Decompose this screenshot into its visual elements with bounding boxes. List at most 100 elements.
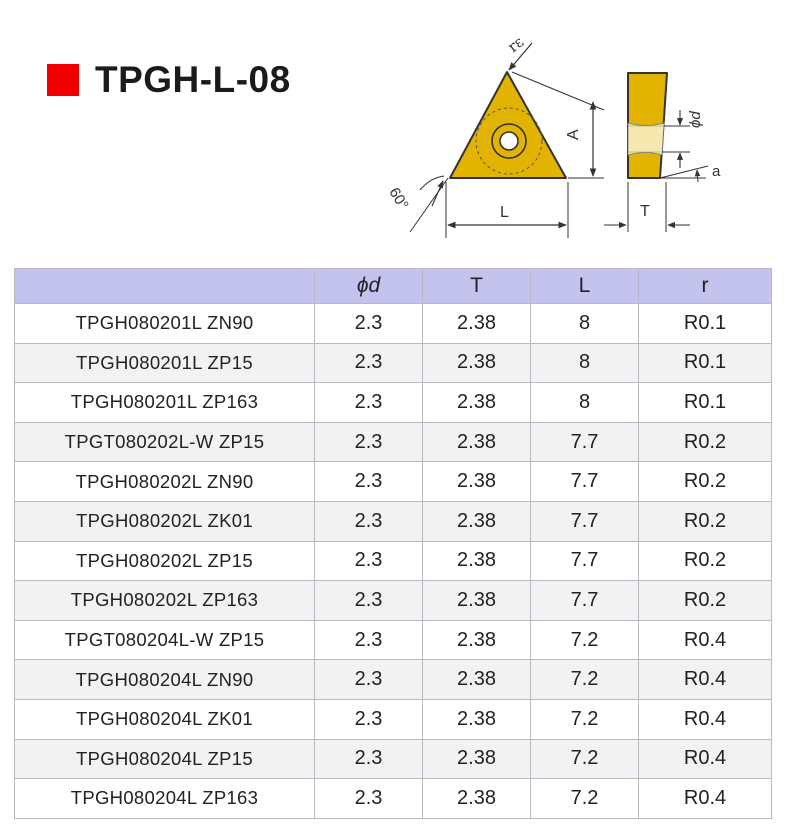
cell-hole-diameter: 2.3 xyxy=(314,303,423,344)
mounting-hole-inner xyxy=(499,131,519,151)
insert-top-view xyxy=(449,71,567,179)
table-body: TPGH080201L ZN90 2.3 2.38 8 R0.1 TPGH080201L … xyxy=(14,303,772,819)
header-d-label: ϕd xyxy=(356,274,381,297)
cell-model: TPGH080204L ZK01 xyxy=(14,698,315,740)
header-model xyxy=(14,268,315,304)
cell-length: 7.2 xyxy=(530,619,639,661)
cell-radius: R0.4 xyxy=(638,698,772,740)
table-row: TPGT080202L-W ZP15 2.3 2.38 7.7 R0.2 xyxy=(14,421,772,463)
cell-length: 8 xyxy=(530,303,639,344)
header-radius: r xyxy=(638,268,772,304)
cell-model: TPGH080201L ZP15 xyxy=(14,342,315,384)
inscribed-circle xyxy=(475,107,543,175)
cell-radius: R0.2 xyxy=(638,500,772,542)
cell-hole-diameter: 2.3 xyxy=(314,698,423,740)
cell-thickness: 2.38 xyxy=(422,382,531,423)
cell-length: 7.7 xyxy=(530,421,639,463)
cell-model: TPGH080202L ZP163 xyxy=(14,580,315,621)
spec-table: ϕd T L r TPGH080201L ZN90 2.3 2.38 8 R0.1 TPG… xyxy=(14,268,772,819)
cell-model: TPGH080201L ZP163 xyxy=(14,382,315,423)
header-hole-diameter: ϕd xyxy=(314,268,423,304)
cell-length: 7.2 xyxy=(530,659,639,700)
table-row: TPGH080204L ZK01 2.3 2.38 7.2 R0.4 xyxy=(14,698,772,740)
thickness-label: T xyxy=(640,203,650,220)
cell-radius: R0.1 xyxy=(638,342,772,384)
table-header-row: ϕd T L r xyxy=(14,268,772,304)
cell-model: TPGH080204L ZN90 xyxy=(14,659,315,700)
cell-hole-diameter: 2.3 xyxy=(314,382,423,423)
cell-radius: R0.2 xyxy=(638,540,772,582)
cell-hole-diameter: 2.3 xyxy=(314,540,423,582)
cell-radius: R0.2 xyxy=(638,421,772,463)
cell-radius: R0.1 xyxy=(638,303,772,344)
table-row: TPGH080204L ZP15 2.3 2.38 7.2 R0.4 xyxy=(14,738,772,780)
insert-diagram: rε A L 60° ϕd a T xyxy=(385,33,721,238)
cell-length: 7.7 xyxy=(530,540,639,582)
table-row: TPGT080204L-W ZP15 2.3 2.38 7.2 R0.4 xyxy=(14,619,772,661)
cell-model: TPGH080204L ZP163 xyxy=(14,778,315,819)
cell-radius: R0.4 xyxy=(638,778,772,819)
cell-thickness: 2.38 xyxy=(422,461,531,502)
cell-radius: R0.1 xyxy=(638,382,772,423)
cell-thickness: 2.38 xyxy=(422,580,531,621)
angle-label: 60° xyxy=(385,185,411,213)
cell-hole-diameter: 2.3 xyxy=(314,619,423,661)
cell-model: TPGH080204L ZP15 xyxy=(14,738,315,780)
cell-hole-diameter: 2.3 xyxy=(314,738,423,780)
table-row: TPGH080201L ZN90 2.3 2.38 8 R0.1 xyxy=(14,303,772,344)
table-row: TPGH080201L ZP163 2.3 2.38 8 R0.1 xyxy=(14,382,772,423)
cell-length: 8 xyxy=(530,342,639,384)
cell-hole-diameter: 2.3 xyxy=(314,580,423,621)
cell-hole-diameter: 2.3 xyxy=(314,778,423,819)
cell-length: 7.2 xyxy=(530,778,639,819)
cell-thickness: 2.38 xyxy=(422,500,531,542)
clearance-label: a xyxy=(712,163,721,180)
cell-hole-diameter: 2.3 xyxy=(314,500,423,542)
cell-thickness: 2.38 xyxy=(422,303,531,344)
hole-label: ϕd xyxy=(687,111,704,128)
header-length: L xyxy=(530,268,639,304)
cell-hole-diameter: 2.3 xyxy=(314,461,423,502)
cell-radius: R0.4 xyxy=(638,619,772,661)
title-block: TPGH-L-08 xyxy=(47,59,291,100)
cell-thickness: 2.38 xyxy=(422,659,531,700)
cell-model: TPGH080202L ZK01 xyxy=(14,500,315,542)
cell-length: 7.7 xyxy=(530,500,639,542)
cell-thickness: 2.38 xyxy=(422,738,531,780)
cell-radius: R0.2 xyxy=(638,580,772,621)
table-row: TPGH080202L ZN90 2.3 2.38 7.7 R0.2 xyxy=(14,461,772,502)
table-row: TPGH080201L ZP15 2.3 2.38 8 R0.1 xyxy=(14,342,772,384)
cell-length: 7.2 xyxy=(530,698,639,740)
length-label: L xyxy=(500,204,509,221)
cell-model: TPGH080202L ZP15 xyxy=(14,540,315,582)
table-row: TPGH080204L ZN90 2.3 2.38 7.2 R0.4 xyxy=(14,659,772,700)
table-row: TPGH080202L ZP163 2.3 2.38 7.7 R0.2 xyxy=(14,580,772,621)
cell-model: TPGH080202L ZN90 xyxy=(14,461,315,502)
cell-length: 8 xyxy=(530,382,639,423)
table-row: TPGH080202L ZK01 2.3 2.38 7.7 R0.2 xyxy=(14,500,772,542)
cell-hole-diameter: 2.3 xyxy=(314,342,423,384)
cell-radius: R0.4 xyxy=(638,659,772,700)
cell-hole-diameter: 2.3 xyxy=(314,659,423,700)
insert-side-view xyxy=(627,72,668,179)
cell-thickness: 2.38 xyxy=(422,342,531,384)
cell-radius: R0.4 xyxy=(638,738,772,780)
cell-thickness: 2.38 xyxy=(422,619,531,661)
table-row: TPGH080202L ZP15 2.3 2.38 7.7 R0.2 xyxy=(14,540,772,582)
cell-length: 7.7 xyxy=(530,580,639,621)
cell-model: TPGT080202L-W ZP15 xyxy=(14,421,315,463)
table-row: TPGH080204L ZP163 2.3 2.38 7.2 R0.4 xyxy=(14,778,772,819)
cell-thickness: 2.38 xyxy=(422,540,531,582)
cell-thickness: 2.38 xyxy=(422,421,531,463)
page-title: TPGH-L-08 xyxy=(95,59,291,100)
height-label: A xyxy=(565,129,582,140)
cell-thickness: 2.38 xyxy=(422,698,531,740)
cell-hole-diameter: 2.3 xyxy=(314,421,423,463)
cell-model: TPGH080201L ZN90 xyxy=(14,303,315,344)
cell-radius: R0.2 xyxy=(638,461,772,502)
title-marker-square xyxy=(47,64,79,96)
cell-thickness: 2.38 xyxy=(422,778,531,819)
header-thickness: T xyxy=(422,268,531,304)
cell-model: TPGT080204L-W ZP15 xyxy=(14,619,315,661)
cell-length: 7.7 xyxy=(530,461,639,502)
